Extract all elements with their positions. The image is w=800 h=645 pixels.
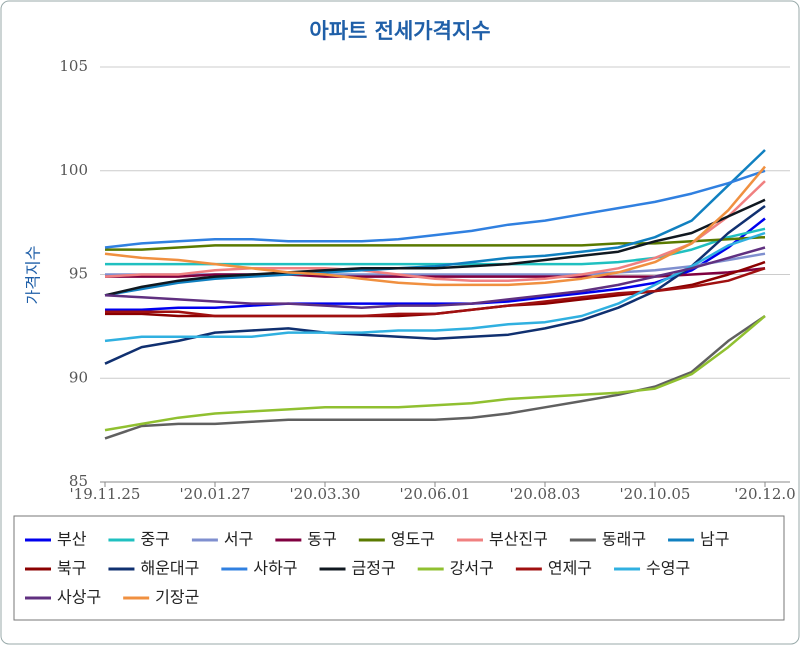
legend-label: 강서구 [450, 559, 494, 578]
legend-label: 해운대구 [140, 559, 199, 578]
legend-label: 영도구 [391, 530, 435, 549]
legend-label: 동구 [307, 530, 336, 549]
legend-label: 기장군 [155, 588, 199, 607]
legend-label: 사하구 [253, 559, 297, 578]
x-tick-label: '19.11.25 [70, 485, 141, 503]
x-tick-label: '20.03.30 [290, 485, 361, 503]
legend-label: 사상구 [57, 588, 101, 607]
y-tick-label: 90 [69, 368, 88, 386]
chart-title: 아파트 전세가격지수 [309, 19, 490, 43]
y-tick-label: 105 [59, 57, 88, 75]
legend-label: 남구 [700, 530, 729, 549]
x-tick-label: '20.08.03 [510, 485, 581, 503]
series-line [104, 198, 766, 297]
legend-label: 부산 [57, 530, 87, 549]
legend-box [13, 515, 785, 621]
legend-label: 서구 [224, 530, 253, 549]
series-line [104, 231, 766, 343]
legend-label: 중구 [140, 530, 169, 549]
series-line [104, 169, 766, 249]
series-line [104, 246, 766, 309]
y-tick-label: 100 [59, 161, 88, 179]
series-line [104, 315, 766, 432]
x-tick-label: '20.06.01 [400, 485, 471, 503]
series-line [105, 235, 766, 251]
series-line [105, 267, 766, 318]
series-line [104, 149, 766, 297]
y-tick-label: 95 [69, 265, 88, 283]
legend-label: 북구 [57, 559, 86, 578]
legend-label: 동래구 [602, 530, 646, 549]
legend-label: 수영구 [646, 559, 690, 578]
series-line [104, 165, 766, 287]
series-line [105, 217, 766, 312]
x-tick-label: '20.01.27 [180, 485, 251, 503]
x-tick-label: '20.10.05 [620, 485, 691, 503]
y-axis-label: 가격지수 [24, 246, 43, 305]
series-line [104, 180, 766, 282]
y-tick-label: 85 [69, 472, 88, 490]
x-tick-label: '20.12.0 [734, 485, 795, 503]
legend-label: 연제구 [548, 559, 592, 578]
legend-label: 부산진구 [489, 530, 548, 549]
series-line [104, 314, 766, 440]
legend-label: 금정구 [352, 559, 396, 578]
